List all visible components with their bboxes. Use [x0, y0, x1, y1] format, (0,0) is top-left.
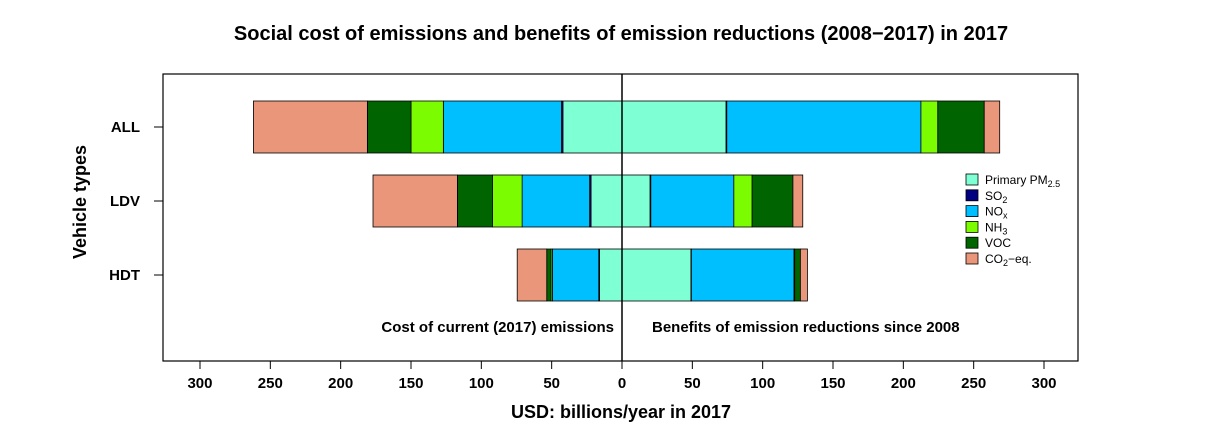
x-axis: 300 250 200 150 100 50 0 50 100 150 200 250 300 [187, 361, 1057, 392]
bar-stacks [253, 100, 1001, 302]
x-tick-label-2: 200 [328, 375, 353, 392]
legend-label-co2: CO2−eq. [985, 252, 1032, 268]
legend-swatch-nox [965, 205, 979, 218]
bar-hdt-pm25-cost [599, 248, 623, 302]
x-tick-label-10: 200 [891, 375, 916, 392]
bar-ldv-co2-cost [372, 174, 458, 228]
x-tick-label-11: 250 [961, 375, 986, 392]
y-tick-label-all: ALL [111, 119, 140, 136]
x-tick-label-4: 100 [469, 375, 494, 392]
bar-ldv-nox-benefit [650, 174, 735, 228]
bar-all-nh3-benefit [920, 100, 939, 154]
x-tick-label-6: 0 [618, 375, 626, 392]
x-axis-title: USD: billions/year in 2017 [511, 402, 731, 422]
x-tick-label-5: 50 [543, 375, 560, 392]
bar-ldv-co2-benefit [792, 174, 804, 228]
bar-hdt-voc-benefit [794, 248, 801, 302]
legend-swatch-pm25 [965, 173, 979, 186]
legend-label-voc: VOC [985, 236, 1011, 250]
legend-swatch-voc [965, 236, 979, 249]
x-tick-label-7: 50 [684, 375, 701, 392]
bar-all-nox-benefit [726, 100, 922, 154]
y-tick-label-ldv: LDV [110, 193, 140, 210]
bar-hdt-nox-benefit [690, 248, 795, 302]
bar-ldv-pm25-benefit [621, 174, 651, 228]
bar-ldv-nh3-cost [492, 174, 523, 228]
bar-hdt-nox-cost [551, 248, 600, 302]
x-tick-label-0: 300 [187, 375, 212, 392]
legend-label-nh3: NH3 [985, 220, 1007, 236]
bar-hdt-co2-benefit [799, 248, 808, 302]
y-axis-title: Vehicle types [70, 145, 90, 259]
legend-label-so2: SO2 [985, 189, 1007, 205]
x-tick-label-3: 150 [398, 375, 423, 392]
legend-swatch-nh3 [965, 220, 979, 233]
bar-hdt-co2-cost [516, 248, 548, 302]
legend-label-pm25: Primary PM2.5 [985, 173, 1060, 189]
legend-label-nox: NOx [985, 205, 1008, 221]
chart-title: Social cost of emissions and benefits of… [234, 23, 1008, 45]
bar-all-co2-cost [253, 100, 368, 154]
bar-all-nh3-cost [410, 100, 444, 154]
bar-ldv-pm25-cost [590, 174, 623, 228]
bar-all-voc-cost [366, 100, 412, 154]
bar-all-pm25-benefit [621, 100, 727, 154]
bar-all-voc-benefit [937, 100, 985, 154]
bar-all-co2-benefit [983, 100, 1001, 154]
x-tick-label-9: 150 [820, 375, 845, 392]
bar-ldv-nox-cost [521, 174, 591, 228]
bar-hdt-voc-cost [546, 248, 552, 302]
plot-frame [162, 73, 1079, 362]
x-tick-label-12: 300 [1031, 375, 1056, 392]
annotation-cost: Cost of current (2017) emissions [381, 319, 614, 336]
bar-hdt-pm25-benefit [621, 248, 692, 302]
bar-ldv-voc-benefit [751, 174, 794, 228]
legend-swatch-co2 [965, 252, 979, 265]
x-tick-label-8: 100 [750, 375, 775, 392]
bar-ldv-nh3-benefit [733, 174, 753, 228]
annotation-benefit: Benefits of emission reductions since 20… [652, 319, 960, 336]
legend-swatch-so2 [965, 189, 979, 202]
bar-all-nox-cost [442, 100, 562, 154]
bar-all-pm25-cost [562, 100, 623, 154]
y-tick-label-hdt: HDT [109, 267, 140, 284]
y-axis: ALL LDV HDT [109, 119, 163, 284]
x-tick-label-1: 250 [258, 375, 283, 392]
bar-ldv-voc-cost [457, 174, 493, 228]
